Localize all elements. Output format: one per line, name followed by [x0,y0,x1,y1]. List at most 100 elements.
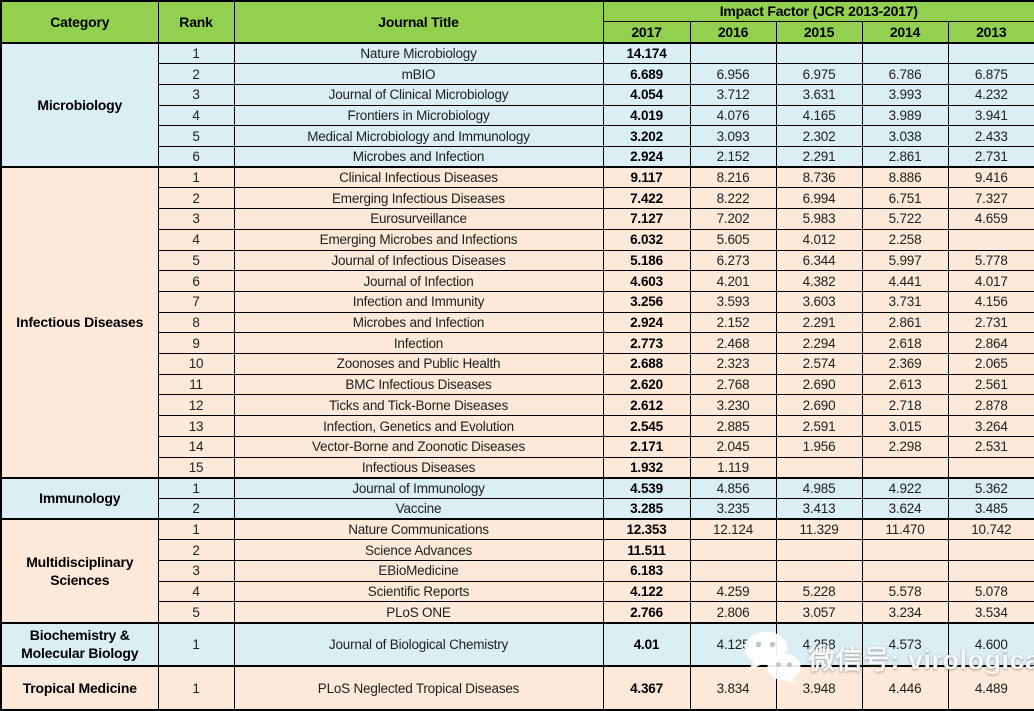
rank-cell: 6 [157,146,235,168]
if-2013-cell: 10.742 [947,518,1034,541]
if-2017-cell: 11.511 [602,539,691,562]
header-impact-factor: Impact Factor (JCR 2013-2017) [602,0,1034,22]
journal-title-cell: Science Advances [233,539,604,562]
rank-cell: 9 [157,332,235,355]
rank-cell: 7 [157,290,235,313]
if-2016-cell: 2.152 [689,311,777,334]
if-2014-cell: 2.861 [861,311,949,334]
if-2016-cell: 2.152 [689,146,777,168]
if-2016-cell: 8.216 [689,166,777,189]
category-cell: Infectious Diseases [0,166,159,479]
journal-title-cell: Journal of Infectious Diseases [233,249,604,272]
table-row: 5 PLoS ONE 2.766 2.806 3.057 3.234 3.534 [1,601,1034,624]
table-row: Multidisciplinary Sciences 1 Nature Commun… [0,518,1034,624]
table-row: 2 Emerging Infectious Diseases 7.422 8.222 6… [1,187,1034,210]
if-2016-cell: 5.605 [689,228,777,251]
header-category: Category [0,0,159,44]
if-2015-cell [775,456,863,479]
if-2016-cell: 7.202 [689,208,777,230]
if-2013-cell: 5.078 [947,580,1034,603]
if-2016-cell: 2.468 [689,332,777,355]
if-2015-cell: 11.329 [775,518,863,541]
table-row: Infectious Diseases 1 Clinical Infectious … [0,166,1034,479]
if-2013-cell [947,42,1034,65]
if-2015-cell: 8.736 [775,166,863,189]
if-2014-cell: 4.441 [861,270,949,292]
if-2015-cell: 2.591 [775,415,863,437]
if-2015-cell: 4.382 [775,270,863,292]
rank-cell: 1 [157,621,235,667]
journal-title-cell: EBioMedicine [233,560,604,582]
if-2014-cell: 2.369 [861,353,949,375]
if-2016-cell [689,539,777,562]
if-2014-cell: 8.886 [861,166,949,189]
journal-title-cell: Microbes and Infection [233,146,604,168]
header-year-2013: 2013 [947,20,1034,44]
if-2016-cell [689,42,777,65]
if-2017-cell: 4.01 [602,621,691,667]
if-2013-cell: 4.489 [947,665,1034,711]
rank-cell: 1 [157,518,235,541]
if-2017-cell: 4.539 [602,476,691,499]
if-2016-cell: 2.806 [689,601,777,624]
if-2013-cell [947,456,1034,479]
if-2014-cell: 11.470 [861,518,949,541]
if-2015-cell: 3.057 [775,601,863,624]
if-2017-cell: 2.688 [602,353,691,375]
if-2014-cell: 5.997 [861,249,949,272]
if-2016-cell: 4.076 [689,104,777,127]
table-row: 11 BMC Infectious Diseases 2.620 2.768 2.690… [1,373,1034,396]
category-cell: Microbiology [0,41,159,168]
if-2014-cell: 2.718 [861,394,949,417]
if-2014-cell [861,42,949,65]
if-2014-cell: 5.722 [861,208,949,230]
if-2013-cell [947,539,1034,562]
if-2014-cell [861,456,949,479]
if-2017-cell: 3.256 [602,290,691,313]
if-2017-cell: 2.924 [602,311,691,334]
rank-cell: 3 [157,83,235,106]
journal-title-cell: Microbes and Infection [233,311,604,334]
if-2015-cell: 3.631 [775,83,863,106]
category-cell: Biochemistry & Molecular Biology [0,621,159,667]
journal-title-cell: Vector-Borne and Zoonotic Diseases [233,435,604,458]
if-2014-cell: 4.573 [861,621,949,667]
if-2015-cell: 1.956 [775,435,863,458]
if-2017-cell: 2.924 [602,146,691,168]
rank-cell: 11 [157,373,235,396]
header-row-top: Category Rank Journal Title Impact Facto… [0,0,1034,44]
if-2015-cell: 6.975 [775,63,863,85]
if-2016-cell: 4.259 [689,580,777,603]
if-2014-cell: 6.751 [861,187,949,210]
table-row: 2 Science Advances 11.511 [1,539,1034,562]
if-2013-cell: 3.534 [947,601,1034,624]
header-year-2016: 2016 [689,20,777,44]
if-2017-cell: 2.612 [602,394,691,417]
journal-title-cell: Frontiers in Microbiology [233,104,604,127]
journal-title-cell: Journal of Biological Chemistry [233,621,604,667]
header-rank: Rank [157,0,235,44]
category-cell: Multidisciplinary Sciences [0,518,159,624]
if-2017-cell: 2.620 [602,373,691,396]
table-row: 15 Infectious Diseases 1.932 1.119 [1,456,1034,479]
rank-cell: 10 [157,353,235,375]
if-2016-cell: 12.124 [689,518,777,541]
table-row: 3 Journal of Clinical Microbiology 4.054 3.… [1,83,1034,106]
if-2013-cell: 2.065 [947,353,1034,375]
if-2014-cell: 4.922 [861,476,949,499]
if-2013-cell [947,228,1034,251]
year-header-row: 2017 2016 2015 2014 2013 [1,20,1034,44]
journal-title-cell: PLoS Neglected Tropical Diseases [233,665,604,711]
if-2015-cell: 4.165 [775,104,863,127]
if-2015-cell: 6.994 [775,187,863,210]
if-2016-cell: 1.119 [689,456,777,479]
if-2014-cell: 2.298 [861,435,949,458]
if-2015-cell [775,42,863,65]
table-row: Biochemistry & Molecular Biology 1 Journal… [0,621,1034,667]
header-year-2015: 2015 [775,20,863,44]
rank-cell: 2 [157,63,235,85]
if-2013-cell: 2.864 [947,332,1034,355]
journal-title-cell: Emerging Infectious Diseases [233,187,604,210]
if-2015-cell: 3.948 [775,665,863,711]
table-row: 8 Microbes and Infection 2.924 2.152 2.291 2.… [1,311,1034,334]
